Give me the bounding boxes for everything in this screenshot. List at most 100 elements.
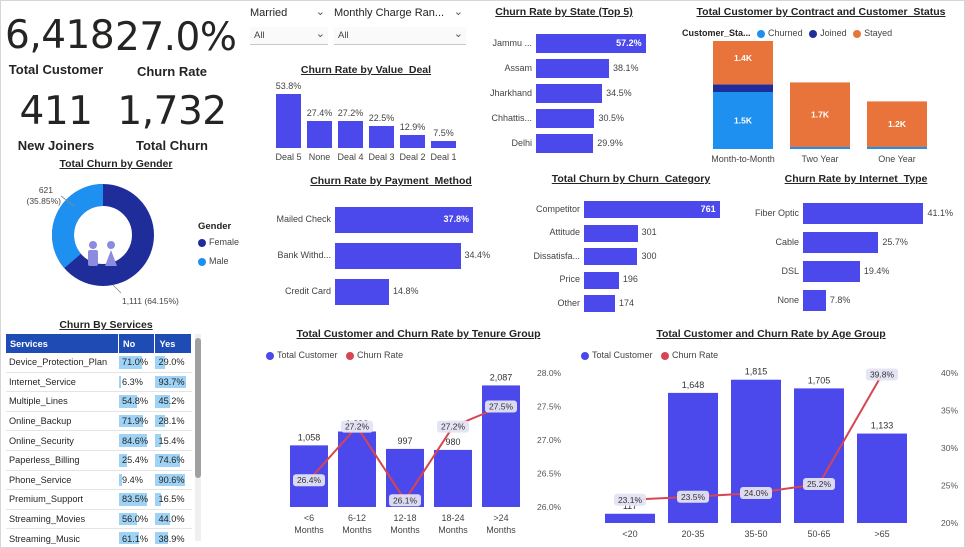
stacked-segment[interactable] bbox=[867, 147, 927, 149]
bar[interactable] bbox=[584, 248, 638, 265]
internet-chart-title: Churn Rate by Internet_Type bbox=[784, 173, 928, 185]
stacked-segment[interactable] bbox=[713, 92, 773, 149]
bar[interactable] bbox=[431, 140, 456, 148]
bar[interactable] bbox=[584, 295, 615, 312]
legend-female[interactable]: Female bbox=[198, 237, 239, 247]
line-data-label: 23.1% bbox=[618, 495, 643, 505]
monthly-charge-slicer[interactable]: Monthly Charge Ran... ⌄ All ⌄ bbox=[334, 6, 466, 45]
category-label: 50-65 bbox=[807, 529, 830, 539]
table-row[interactable]: Premium_Support 83.5% 16.5% bbox=[6, 489, 192, 510]
legend-joined[interactable]: Joined bbox=[809, 28, 847, 38]
table-row[interactable]: Multiple_Lines 54.8% 45.2% bbox=[6, 391, 192, 412]
line-label-bg[interactable] bbox=[437, 420, 469, 433]
line-label-bg[interactable] bbox=[740, 487, 772, 499]
legend-male[interactable]: Male bbox=[198, 256, 229, 266]
bar[interactable] bbox=[338, 431, 376, 507]
bar[interactable] bbox=[584, 271, 619, 289]
male-pct-label: (35.85%) bbox=[27, 196, 62, 206]
line-data-label: 25.2% bbox=[807, 479, 832, 489]
line-label-bg[interactable] bbox=[389, 494, 421, 507]
data-bar bbox=[118, 532, 140, 544]
data-bar bbox=[118, 512, 138, 526]
bar[interactable] bbox=[794, 388, 844, 523]
bar[interactable] bbox=[335, 207, 473, 233]
line-label-bg[interactable] bbox=[803, 478, 835, 490]
yes-value-cell: 29.0% bbox=[154, 353, 192, 373]
yes-value-cell: 44.0% bbox=[154, 509, 192, 530]
bar[interactable] bbox=[857, 433, 907, 523]
female-person-icon bbox=[107, 241, 115, 249]
data-label: 34.4% bbox=[464, 250, 491, 260]
line-label-bg[interactable] bbox=[485, 400, 517, 413]
services-scrollbar[interactable] bbox=[195, 334, 201, 541]
cell-text: 38.9% bbox=[158, 533, 185, 544]
table-row[interactable]: Streaming_Movies 56.0% 44.0% bbox=[6, 509, 192, 530]
bar[interactable] bbox=[400, 135, 425, 148]
donut-male-slice[interactable] bbox=[52, 184, 104, 269]
bar[interactable] bbox=[536, 84, 603, 103]
bar[interactable] bbox=[803, 290, 826, 311]
bar[interactable] bbox=[803, 203, 924, 224]
bar[interactable] bbox=[335, 279, 390, 305]
legend-stayed[interactable]: Stayed bbox=[853, 28, 892, 38]
bar[interactable] bbox=[803, 261, 860, 282]
stacked-segment[interactable] bbox=[790, 147, 850, 149]
chevron-down-icon[interactable]: ⌄ bbox=[315, 6, 325, 18]
data-label: 1,058 bbox=[298, 432, 321, 442]
cell-text: 15.4% bbox=[158, 435, 185, 446]
legend-total-customer[interactable]: Total Customer bbox=[266, 350, 338, 360]
line-data-label: 26.1% bbox=[393, 495, 418, 505]
bar[interactable] bbox=[605, 513, 655, 523]
line-label-bg[interactable] bbox=[341, 420, 373, 433]
legend-churn-rate[interactable]: Churn Rate bbox=[346, 350, 403, 360]
bar[interactable] bbox=[276, 94, 301, 148]
legend-total-customer[interactable]: Total Customer bbox=[581, 350, 653, 360]
line-label-bg[interactable] bbox=[293, 474, 325, 487]
table-row[interactable]: Online_Security 84.6% 15.4% bbox=[6, 430, 192, 451]
bar[interactable] bbox=[536, 59, 610, 78]
bar[interactable] bbox=[536, 34, 646, 53]
services-table-wrapper[interactable]: Services No Yes Device_Protection_Plan 71… bbox=[6, 334, 192, 544]
bar[interactable] bbox=[369, 125, 394, 148]
bar[interactable] bbox=[668, 392, 718, 523]
axis-tick-label: 27.0% bbox=[537, 435, 562, 445]
data-label: 14.8% bbox=[393, 286, 419, 296]
stacked-segment[interactable] bbox=[790, 82, 850, 147]
line-label-bg[interactable] bbox=[677, 490, 709, 503]
table-row[interactable]: Paperless_Billing 25.4% 74.6% bbox=[6, 450, 192, 471]
bar[interactable] bbox=[335, 243, 461, 269]
category-label: Deal 3 bbox=[368, 152, 395, 162]
stacked-segment[interactable] bbox=[867, 101, 927, 147]
data-label: 27.4% bbox=[306, 107, 333, 118]
table-row[interactable]: Streaming_Music 61.1% 38.9% bbox=[6, 528, 192, 544]
bar[interactable] bbox=[584, 224, 638, 242]
bar[interactable] bbox=[338, 120, 363, 148]
table-row[interactable]: Internet_Service 6.3% 93.7% bbox=[6, 372, 192, 393]
monthly-charge-dropdown[interactable]: All ⌄ bbox=[334, 27, 466, 45]
married-dropdown[interactable]: All ⌄ bbox=[250, 27, 328, 45]
line-label-bg[interactable] bbox=[866, 368, 898, 381]
legend-churn-rate[interactable]: Churn Rate bbox=[661, 350, 718, 360]
stacked-segment[interactable] bbox=[713, 84, 773, 92]
legend-churned[interactable]: Churned bbox=[757, 28, 803, 38]
services-header[interactable]: Services bbox=[6, 334, 119, 353]
bar[interactable] bbox=[584, 201, 720, 218]
stacked-segment[interactable] bbox=[713, 41, 773, 85]
bar[interactable] bbox=[536, 109, 595, 128]
category-label: One Year bbox=[878, 154, 916, 164]
scrollbar-thumb[interactable] bbox=[195, 338, 201, 478]
table-row[interactable]: Phone_Service 9.4% 90.6% bbox=[6, 470, 192, 491]
yes-header[interactable]: Yes bbox=[154, 334, 192, 353]
table-row[interactable]: Device_Protection_Plan 71.0% 29.0% bbox=[6, 353, 192, 373]
bar[interactable] bbox=[536, 134, 594, 153]
table-row[interactable]: Online_Backup 71.9% 28.1% bbox=[6, 411, 192, 432]
chevron-down-icon[interactable]: ⌄ bbox=[453, 6, 463, 18]
line-label-bg[interactable] bbox=[614, 493, 646, 506]
bar[interactable] bbox=[307, 120, 332, 148]
no-header[interactable]: No bbox=[118, 334, 156, 353]
bar[interactable] bbox=[731, 379, 781, 523]
category-label: Months bbox=[294, 525, 324, 535]
bar[interactable] bbox=[434, 449, 472, 507]
married-slicer[interactable]: Married ⌄ All ⌄ bbox=[250, 6, 328, 45]
bar[interactable] bbox=[803, 232, 879, 253]
